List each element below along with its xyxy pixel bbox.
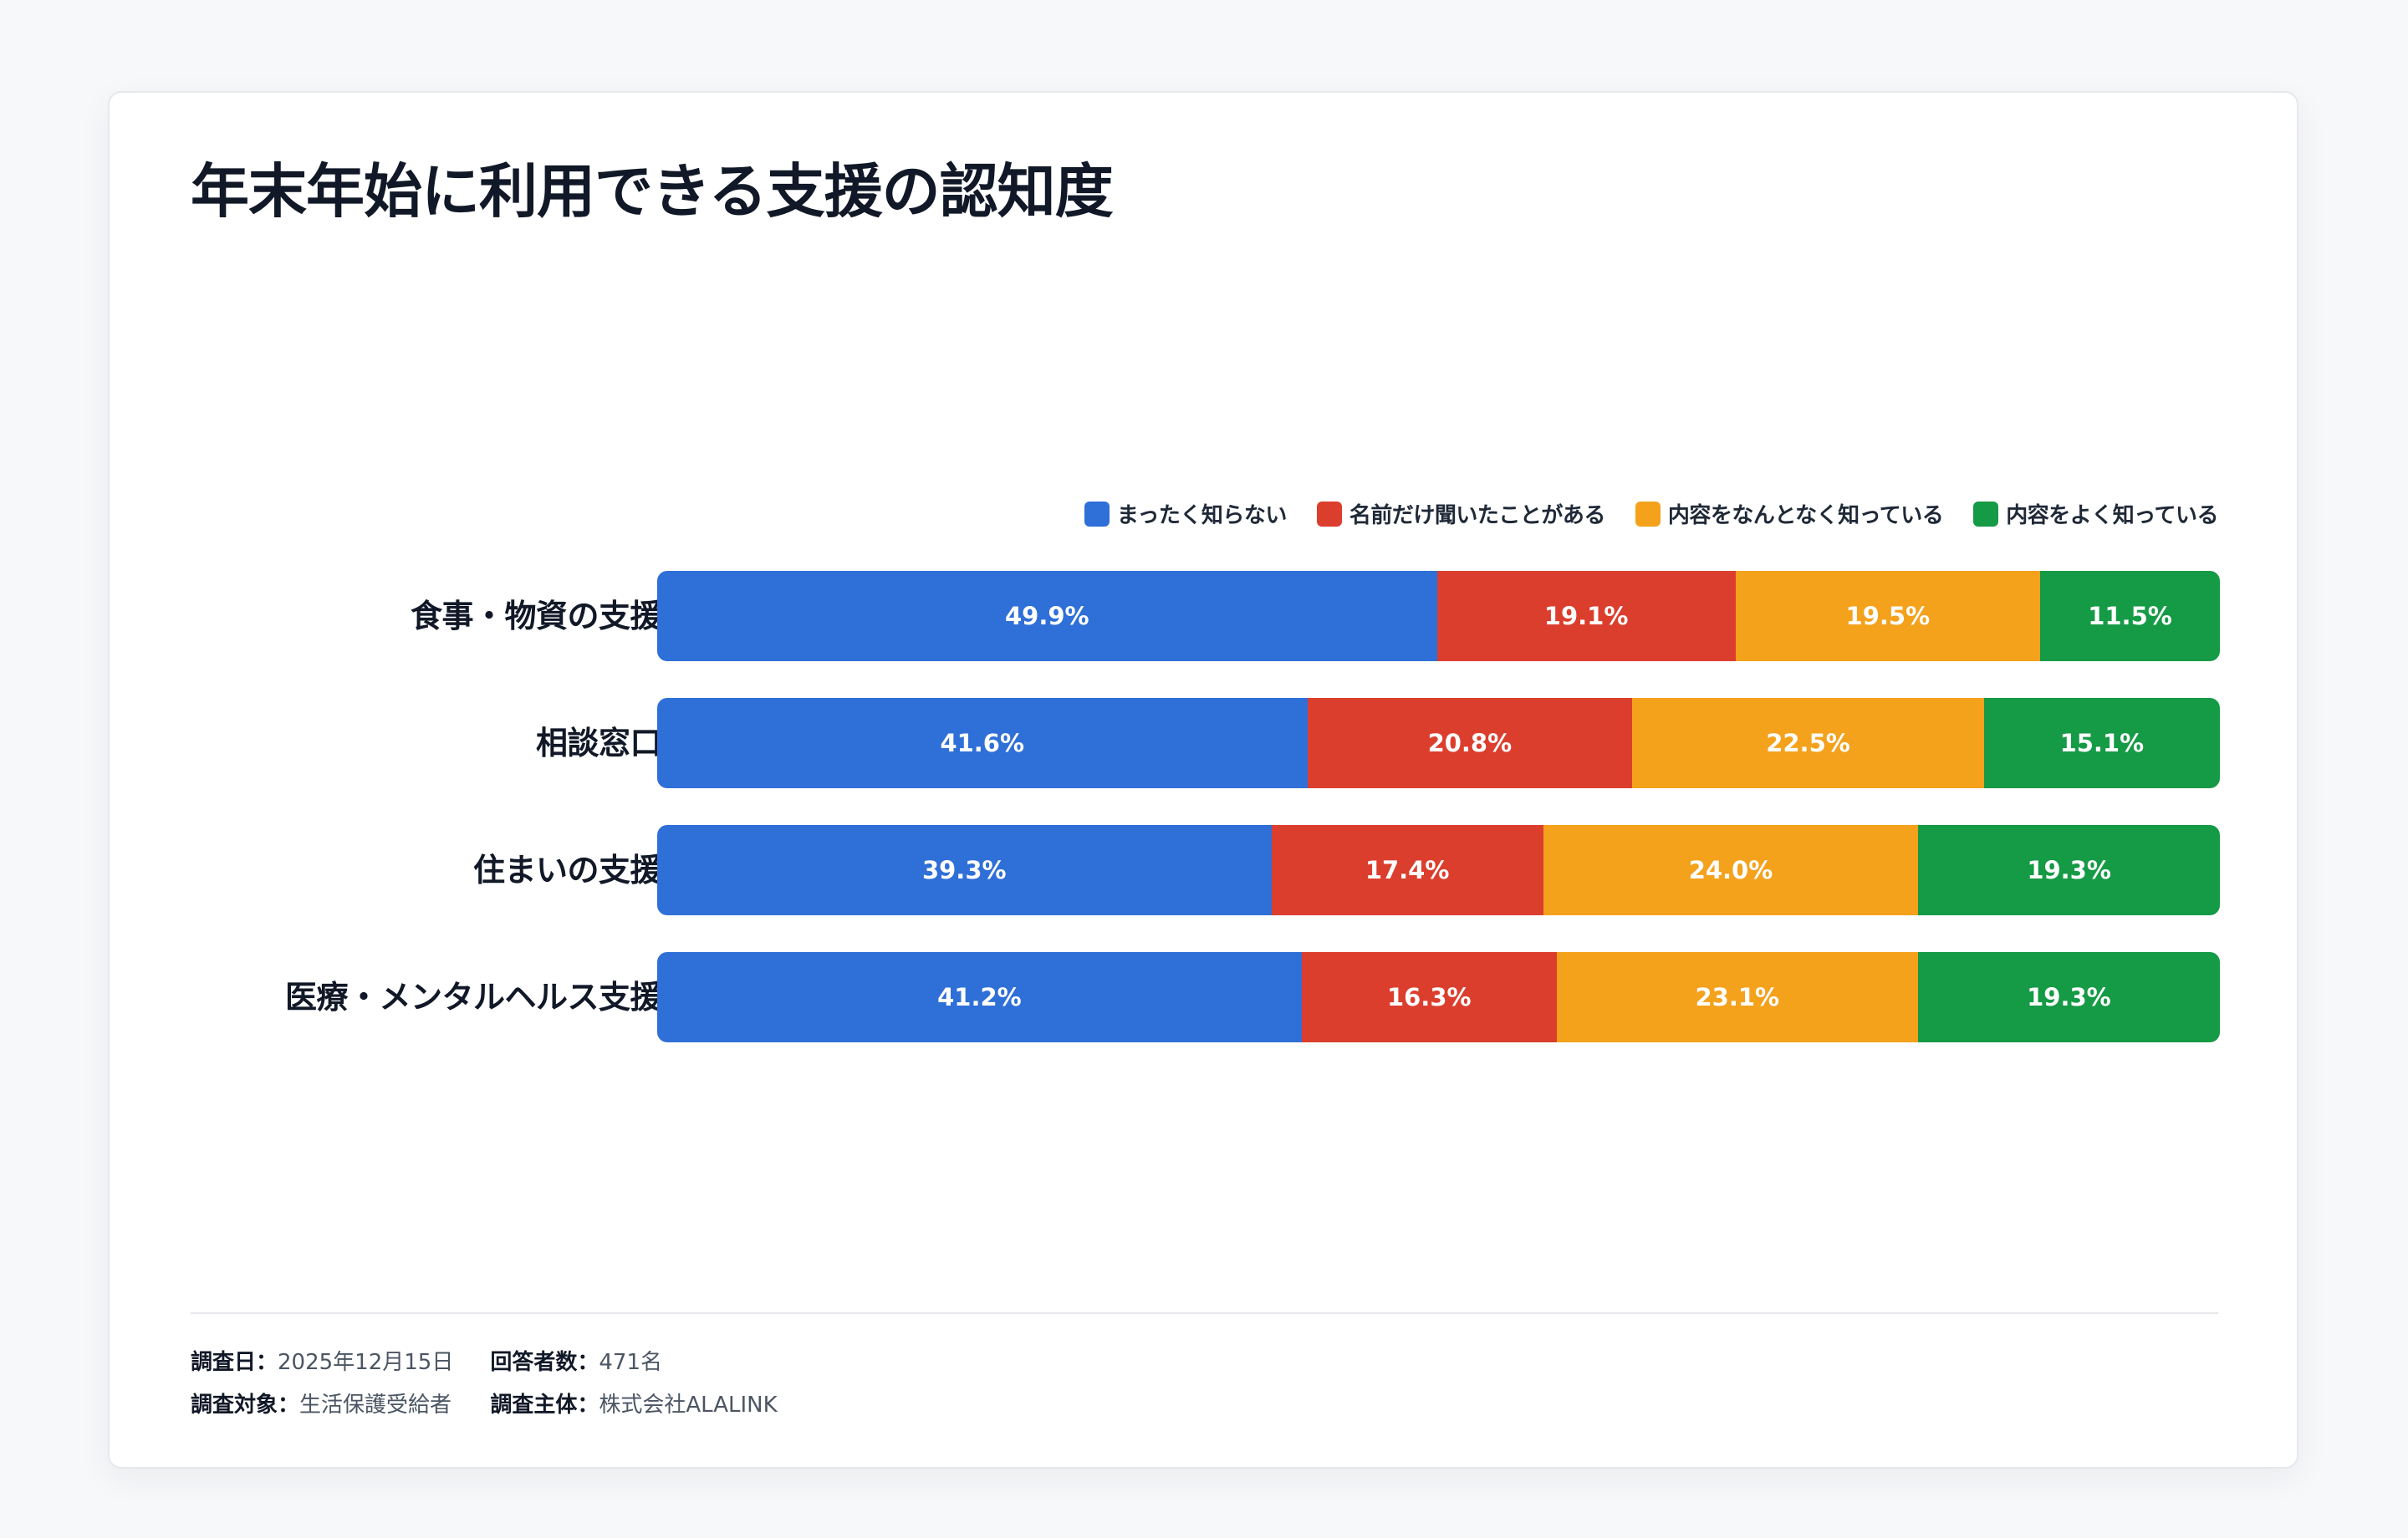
category-label: 住まいの支援: [472, 852, 662, 889]
legend-swatch: [1635, 501, 1661, 527]
legend-label: 名前だけ聞いたことがある: [1349, 503, 1606, 528]
survey-target-key: 調査対象：: [191, 1393, 300, 1418]
legend-label: 内容をよく知っている: [2006, 503, 2218, 528]
bar-segment: 22.5%: [1632, 698, 1984, 788]
legend-swatch: [1084, 501, 1110, 527]
bar-row: 食事・物資の支援 49.9% 19.1% 19.5% 11.5%: [110, 571, 2297, 661]
survey-target-value: 生活保護受給者: [299, 1393, 452, 1418]
survey-date-key: 調査日：: [191, 1350, 278, 1375]
category-label: 食事・物資の支援: [410, 598, 662, 634]
respondent-count: 回答者数：471名: [490, 1345, 777, 1376]
survey-date-value: 2025年12月15日: [278, 1350, 454, 1375]
bar-row: 医療・メンタルヘルス支援 41.2% 16.3% 23.1% 19.3%: [110, 952, 2297, 1042]
survey-footer: 調査日：2025年12月15日 回答者数：471名 調査対象：生活保護受給者 調…: [191, 1345, 778, 1418]
survey-organizer: 調査主体：株式会社ALALINK: [490, 1388, 777, 1418]
footer-divider: [191, 1312, 2218, 1314]
survey-organizer-value: 株式会社ALALINK: [599, 1393, 778, 1418]
bar-segment: 41.2%: [657, 952, 1302, 1042]
survey-target: 調査対象：生活保護受給者: [191, 1388, 453, 1418]
survey-date: 調査日：2025年12月15日: [191, 1345, 453, 1376]
respondent-count-key: 回答者数：: [490, 1350, 599, 1375]
legend-label: まったく知らない: [1116, 503, 1287, 528]
chart-card: 年末年始に利用できる支援の認知度 まったく知らない 名前だけ聞いたことがある 内容を…: [108, 91, 2298, 1469]
bar-segment: 19.5%: [1735, 571, 2041, 661]
bar-segment: 19.3%: [1917, 952, 2220, 1042]
legend-label: 内容をなんとなく知っている: [1667, 503, 1944, 528]
category-label: 相談窓口: [535, 725, 662, 761]
category-label: 医療・メンタルヘルス支援: [284, 979, 662, 1016]
bar-segment: 15.1%: [1983, 698, 2220, 788]
bar-segment: 20.8%: [1307, 698, 1633, 788]
respondent-count-value: 471名: [599, 1350, 663, 1375]
legend-swatch: [1316, 501, 1342, 527]
survey-organizer-key: 調査主体：: [490, 1393, 599, 1418]
bar-segment: 11.5%: [2040, 571, 2220, 661]
bar-segment: 23.1%: [1556, 952, 1918, 1042]
bar-segment: 19.3%: [1918, 825, 2220, 915]
bar-segment: 49.9%: [657, 571, 1437, 661]
chart-title: 年末年始に利用できる支援の認知度: [191, 157, 1114, 226]
bar-segment: 16.3%: [1301, 952, 1557, 1042]
bar-segment: 19.1%: [1436, 571, 1736, 661]
stacked-bar: 49.9% 19.1% 19.5% 11.5%: [657, 571, 2220, 661]
legend-item: 名前だけ聞いたことがある: [1316, 498, 1606, 529]
legend-item: まったく知らない: [1084, 498, 1287, 529]
legend-item: 内容をよく知っている: [1973, 498, 2218, 529]
stacked-bar: 39.3% 17.4% 24.0% 19.3%: [657, 825, 2220, 915]
chart-legend: まったく知らない 名前だけ聞いたことがある 内容をなんとなく知っている 内容をよく知っ…: [1084, 498, 2218, 529]
bar-segment: 39.3%: [657, 825, 1272, 915]
bar-row: 相談窓口 41.6% 20.8% 22.5% 15.1%: [110, 698, 2297, 788]
bar-segment: 17.4%: [1271, 825, 1543, 915]
stacked-bar: 41.2% 16.3% 23.1% 19.3%: [657, 952, 2220, 1042]
legend-item: 内容をなんとなく知っている: [1635, 498, 1944, 529]
bar-segment: 41.6%: [657, 698, 1308, 788]
legend-swatch: [1973, 501, 1999, 527]
bar-row: 住まいの支援 39.3% 17.4% 24.0% 19.3%: [110, 825, 2297, 915]
stacked-bar: 41.6% 20.8% 22.5% 15.1%: [657, 698, 2220, 788]
bar-segment: 24.0%: [1543, 825, 1919, 915]
